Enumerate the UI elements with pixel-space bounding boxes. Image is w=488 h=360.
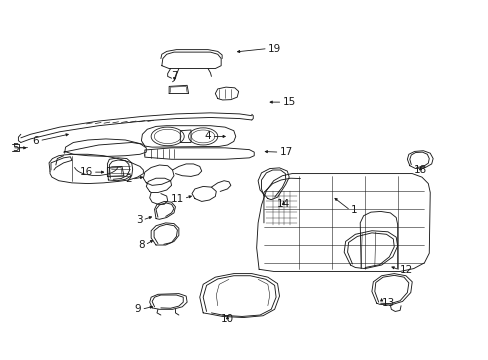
Text: 17: 17 [279, 147, 292, 157]
Text: 14: 14 [276, 199, 289, 209]
Text: 18: 18 [413, 165, 426, 175]
Text: 4: 4 [204, 131, 211, 141]
Text: 12: 12 [399, 265, 412, 275]
Text: 3: 3 [136, 215, 142, 225]
Text: 10: 10 [221, 314, 234, 324]
Text: 5: 5 [12, 143, 19, 153]
Text: 6: 6 [33, 136, 39, 146]
Text: 7: 7 [171, 71, 178, 81]
Text: 9: 9 [135, 304, 141, 314]
Text: 13: 13 [381, 298, 394, 308]
Text: 8: 8 [138, 240, 144, 250]
Text: 19: 19 [267, 44, 281, 54]
Text: 2: 2 [125, 174, 131, 184]
Text: 16: 16 [80, 167, 93, 177]
Text: 15: 15 [282, 97, 295, 107]
Text: 1: 1 [350, 205, 356, 215]
Text: 11: 11 [170, 194, 183, 203]
